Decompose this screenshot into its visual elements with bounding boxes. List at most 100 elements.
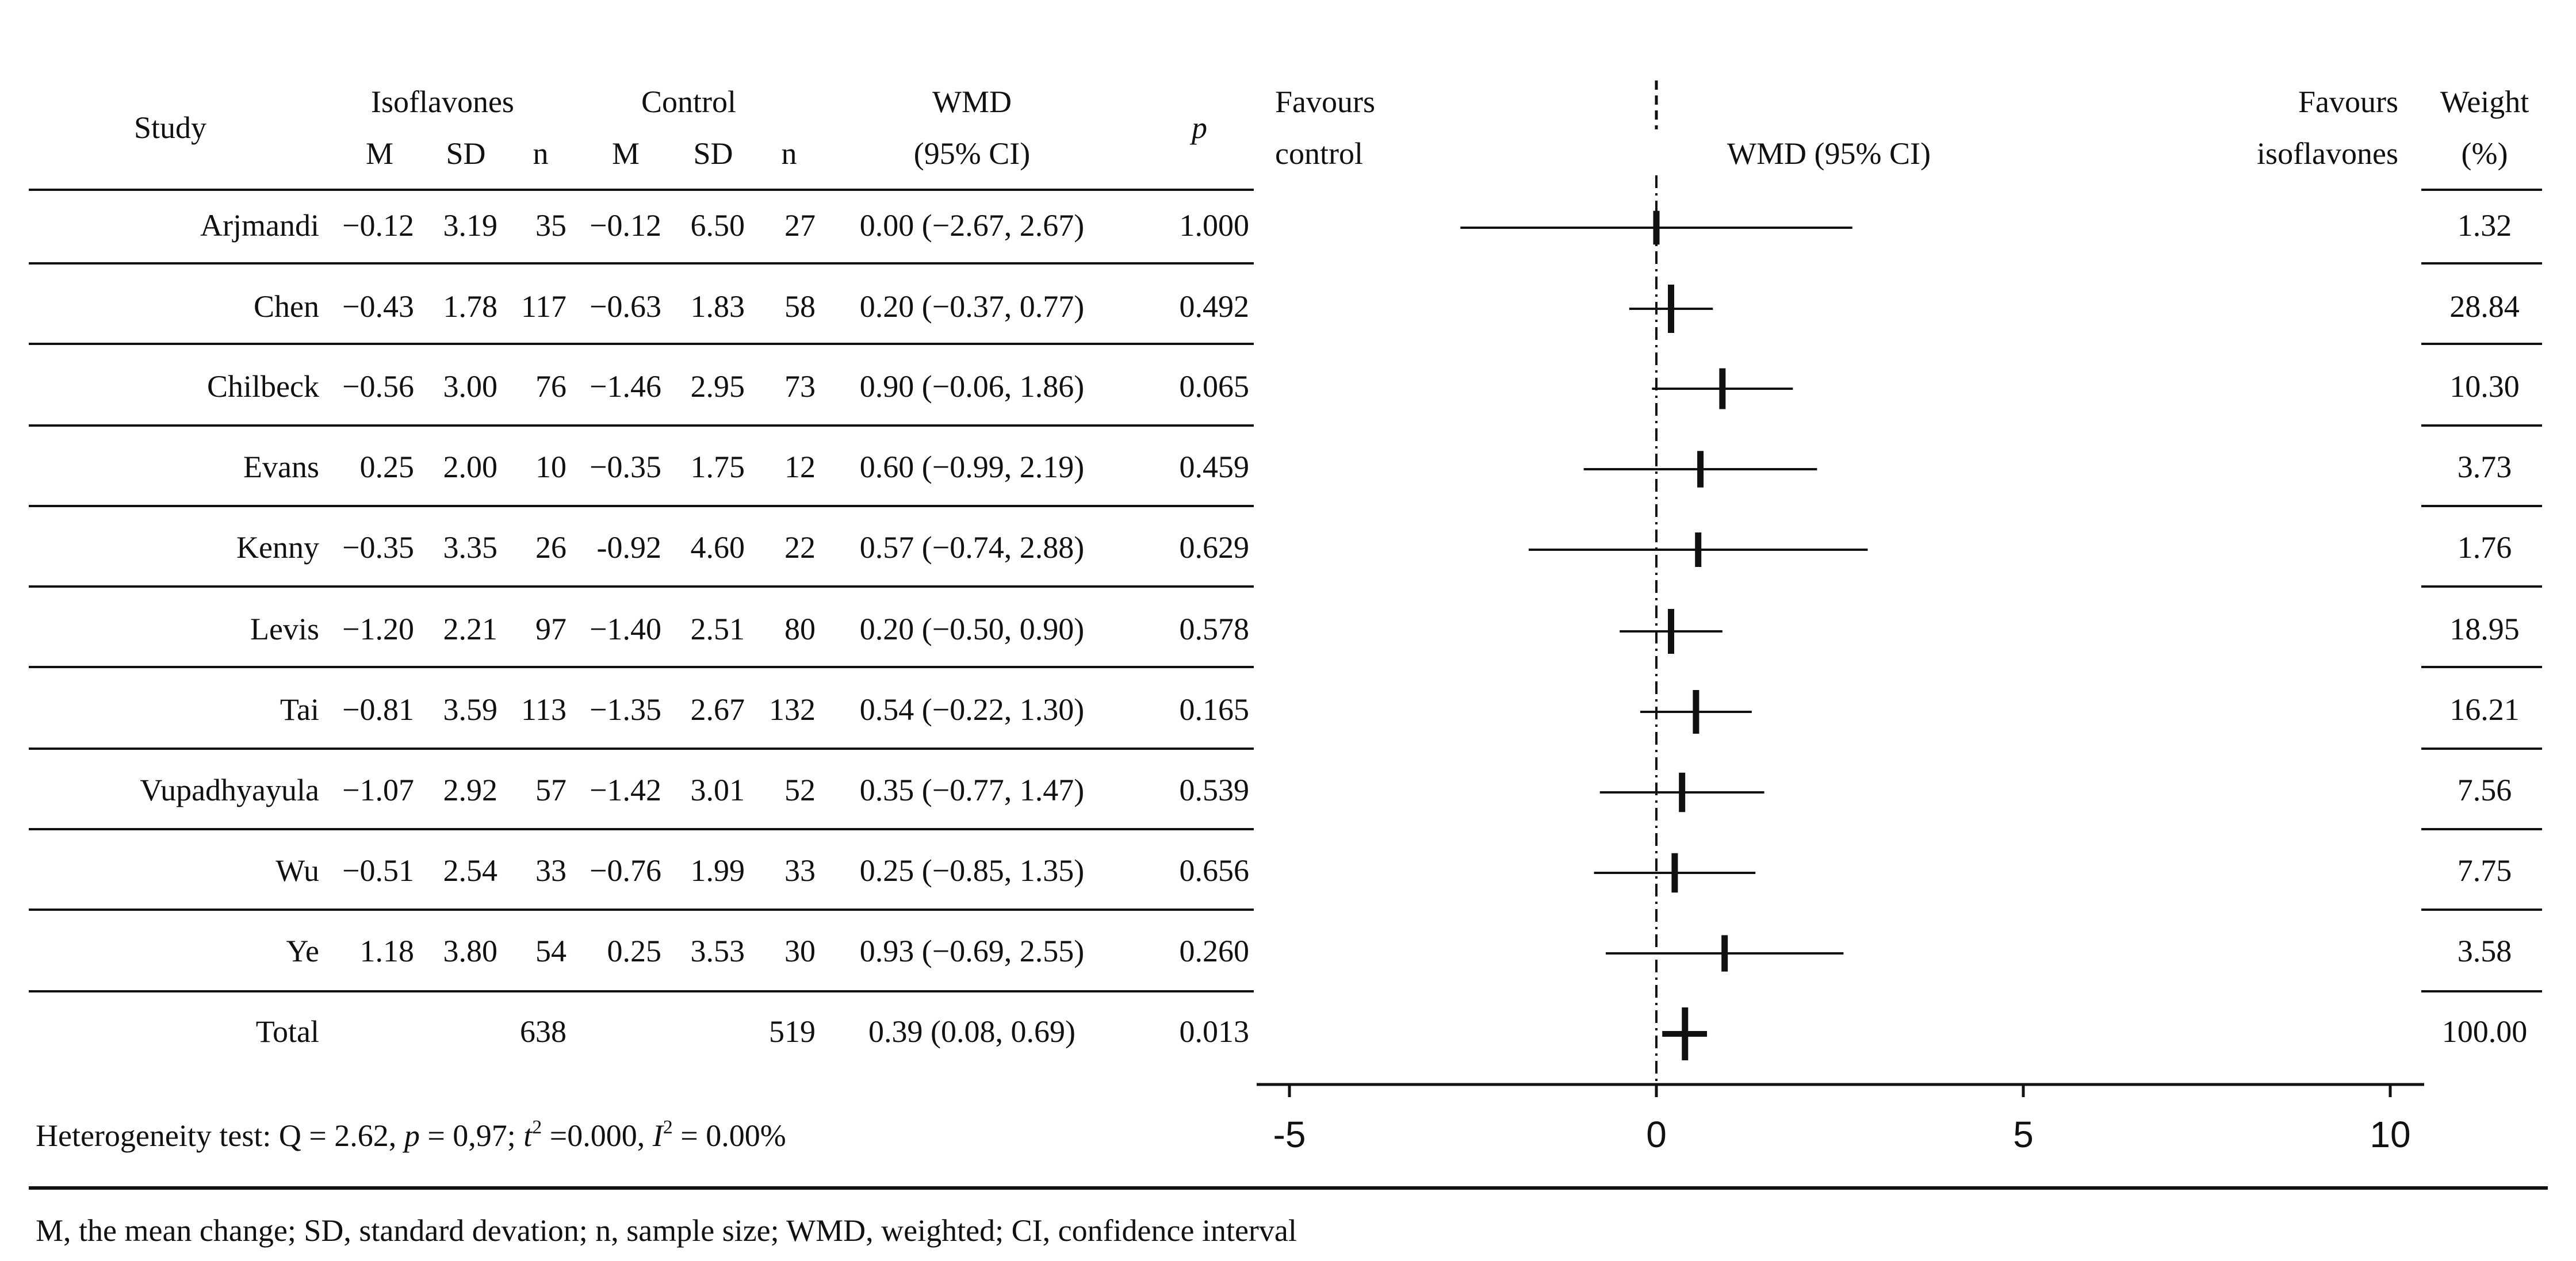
header-iso-m: M xyxy=(365,136,393,171)
study-ctl-sd-cell: 3.53 xyxy=(690,934,745,968)
study-name-cell: Evans xyxy=(243,450,319,484)
header-weight: Weight xyxy=(2440,85,2529,119)
header-wmd-ci: (95% CI) xyxy=(913,136,1031,171)
study-iso-m-cell: −0.81 xyxy=(342,692,414,727)
study-iso-n-cell: 117 xyxy=(521,289,567,324)
study-p-cell: 0.459 xyxy=(1179,450,1250,484)
study-wmd-text-cell: 0.93 (−0.69, 2.55) xyxy=(859,934,1085,968)
heterogeneity-p-value: = 0,97; xyxy=(419,1118,516,1153)
study-p-cell: 0.539 xyxy=(1179,773,1250,807)
study-ctl-sd-cell: 3.01 xyxy=(690,773,745,807)
x-tick-label: 10 xyxy=(2370,1114,2410,1155)
total-iso-n-cell: 638 xyxy=(520,1014,567,1049)
study-ctl-m-cell: -0.92 xyxy=(596,530,661,565)
heterogeneity-t-value: =0.000, xyxy=(542,1118,645,1153)
heterogeneity-prefix: Heterogeneity test: Q = 2.62, xyxy=(36,1118,397,1153)
table-rule xyxy=(2421,343,2542,345)
table-rule xyxy=(29,343,1254,345)
study-iso-sd-cell: 1.78 xyxy=(443,289,498,324)
study-iso-sd-cell: 2.92 xyxy=(443,773,498,807)
study-wmd-text-cell: 0.20 (−0.37, 0.77) xyxy=(859,289,1085,324)
study-weight-cell: 28.84 xyxy=(2449,289,2520,324)
study-iso-m-cell: −0.43 xyxy=(342,289,414,324)
header-control: Control xyxy=(641,85,737,119)
study-wmd-text-cell: 0.57 (−0.74, 2.88) xyxy=(859,530,1085,565)
study-ctl-n-cell: 58 xyxy=(784,289,816,324)
study-iso-m-cell: −0.51 xyxy=(342,853,414,888)
study-wmd-text-cell: 0.35 (−0.77, 1.47) xyxy=(859,773,1085,807)
footer-rule xyxy=(29,1186,2548,1190)
heterogeneity-i-value: = 0.00% xyxy=(672,1118,786,1153)
study-p-cell: 0.260 xyxy=(1179,934,1250,968)
study-iso-m-cell: −0.12 xyxy=(342,208,414,243)
study-iso-sd-cell: 3.59 xyxy=(443,692,498,727)
study-ctl-sd-cell: 2.95 xyxy=(690,369,745,404)
study-p-cell: 0.656 xyxy=(1179,853,1250,888)
study-iso-sd-cell: 2.54 xyxy=(443,853,498,888)
study-ctl-m-cell: −1.40 xyxy=(590,612,661,646)
table-rule xyxy=(2421,189,2542,191)
header-p: p xyxy=(1192,110,1207,145)
study-name-cell: Arjmandi xyxy=(200,208,319,243)
study-ctl-n-cell: 30 xyxy=(784,934,816,968)
header-ctl-n: n xyxy=(781,136,797,171)
table-rule xyxy=(29,424,1254,427)
heterogeneity-t-symbol: t xyxy=(523,1118,533,1153)
study-name-cell: Vupadhyayula xyxy=(140,773,319,807)
header-iso-sd: SD xyxy=(446,136,486,171)
study-wmd-text-cell: 0.90 (−0.06, 1.86) xyxy=(859,369,1085,404)
table-rule xyxy=(2421,505,2542,507)
study-name-cell: Chen xyxy=(254,289,319,324)
study-ctl-n-cell: 132 xyxy=(769,692,816,727)
table-rule xyxy=(2421,748,2542,750)
study-iso-n-cell: 26 xyxy=(535,530,567,565)
table-rule xyxy=(2421,424,2542,427)
study-iso-n-cell: 35 xyxy=(535,208,567,243)
study-p-cell: 0.629 xyxy=(1179,530,1250,565)
study-weight-cell: 16.21 xyxy=(2449,692,2520,727)
header-study: Study xyxy=(134,110,207,145)
study-iso-sd-cell: 3.80 xyxy=(443,934,498,968)
table-rule xyxy=(2421,585,2542,588)
table-rule xyxy=(29,748,1254,750)
table-rule xyxy=(29,990,1254,992)
study-weight-cell: 1.76 xyxy=(2457,530,2512,565)
table-rule xyxy=(2421,909,2542,911)
header-favours-control: Favours xyxy=(1275,85,1375,119)
header-favours-isoflavones: Favours xyxy=(2298,85,2398,119)
study-iso-sd-cell: 3.19 xyxy=(443,208,498,243)
total-weight-cell: 100.00 xyxy=(2441,1014,2528,1049)
study-iso-m-cell: 0.25 xyxy=(359,450,415,484)
table-rule xyxy=(29,828,1254,830)
study-ctl-sd-cell: 4.60 xyxy=(690,530,745,565)
study-iso-m-cell: 1.18 xyxy=(359,934,415,968)
study-ctl-m-cell: −1.42 xyxy=(590,773,661,807)
study-ctl-m-cell: −1.46 xyxy=(590,369,661,404)
study-ctl-n-cell: 73 xyxy=(784,369,816,404)
study-iso-m-cell: −1.07 xyxy=(342,773,414,807)
study-ctl-n-cell: 27 xyxy=(784,208,816,243)
study-iso-sd-cell: 2.21 xyxy=(443,612,498,646)
total-p-cell: 0.013 xyxy=(1179,1014,1250,1049)
study-weight-cell: 18.95 xyxy=(2449,612,2520,646)
study-ctl-n-cell: 80 xyxy=(784,612,816,646)
study-iso-n-cell: 33 xyxy=(535,853,567,888)
study-name-cell: Ye xyxy=(286,934,319,968)
study-weight-cell: 3.58 xyxy=(2457,934,2512,968)
study-ctl-m-cell: −1.35 xyxy=(590,692,661,727)
table-rule xyxy=(29,505,1254,507)
heterogeneity-p-symbol: p xyxy=(404,1118,420,1153)
study-iso-m-cell: −0.35 xyxy=(342,530,414,565)
study-p-cell: 0.578 xyxy=(1179,612,1250,646)
header-favours-control-2: control xyxy=(1275,136,1363,171)
study-ctl-n-cell: 52 xyxy=(784,773,816,807)
study-ctl-sd-cell: 1.99 xyxy=(690,853,745,888)
study-weight-cell: 7.56 xyxy=(2457,773,2512,807)
heterogeneity-test: Heterogeneity test: Q = 2.62, p = 0,97; … xyxy=(36,1118,786,1153)
study-iso-sd-cell: 3.00 xyxy=(443,369,498,404)
table-rule xyxy=(2421,262,2542,265)
header-wmd: WMD xyxy=(932,85,1012,119)
study-wmd-text-cell: 0.60 (−0.99, 2.19) xyxy=(859,450,1085,484)
study-p-cell: 0.165 xyxy=(1179,692,1250,727)
study-ctl-sd-cell: 1.75 xyxy=(690,450,745,484)
